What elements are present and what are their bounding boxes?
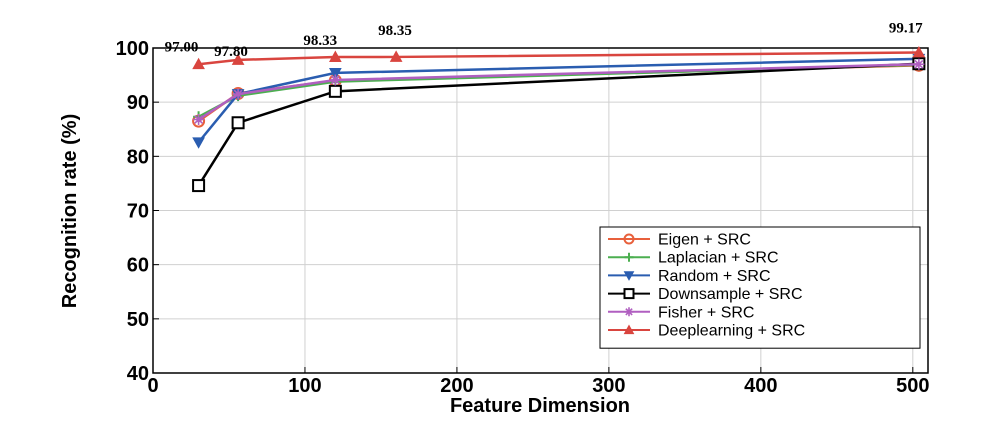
series-line (197, 62, 919, 187)
data-point (192, 57, 205, 70)
legend-label: Fisher + SRC (658, 304, 754, 321)
data-point (623, 288, 635, 300)
legend-label: Deeplearning + SRC (658, 323, 805, 340)
data-point (623, 271, 635, 281)
data-label: 98.33 (303, 33, 337, 49)
data-point (329, 74, 341, 86)
series-group (193, 58, 925, 125)
legend-entry: Random + SRC (608, 268, 771, 285)
x-tick-label: 100 (288, 375, 321, 397)
y-tick-label: 80 (127, 146, 149, 168)
data-point (193, 114, 205, 125)
data-point (913, 58, 925, 70)
data-label: 99.17 (889, 20, 923, 36)
x-tick-label: 400 (744, 375, 777, 397)
data-point (231, 116, 245, 130)
legend-entry: Deeplearning + SRC (608, 323, 805, 340)
data-point (232, 88, 244, 100)
legend-label: Eigen + SRC (658, 232, 751, 249)
data-point (624, 252, 634, 262)
data-point (623, 324, 635, 335)
legend-label: Laplacian + SRC (658, 250, 779, 267)
series-line (197, 63, 919, 121)
x-tick-label: 200 (440, 375, 473, 397)
data-label: 98.35 (378, 23, 412, 39)
x-tick-label: 500 (896, 375, 929, 397)
data-label: 97.80 (214, 44, 248, 60)
x-axis-title: Feature Dimension (450, 395, 630, 417)
data-point (623, 233, 635, 245)
series-group (192, 57, 926, 193)
x-tick-label: 300 (592, 375, 625, 397)
data-point (912, 45, 926, 58)
data-point (328, 84, 342, 98)
data-point (389, 50, 403, 62)
y-tick-label: 40 (127, 363, 149, 385)
y-tick-label: 100 (116, 38, 149, 60)
data-label: 97.00 (165, 39, 199, 55)
legend-entry: Laplacian + SRC (608, 250, 779, 267)
y-tick-label: 60 (127, 255, 149, 277)
series-group (192, 45, 926, 70)
data-point (231, 53, 245, 65)
data-point (192, 137, 205, 149)
data-point (329, 68, 342, 80)
legend-entry: Downsample + SRC (608, 286, 803, 303)
y-tick-label: 70 (127, 201, 149, 223)
x-tick-label: 0 (147, 375, 158, 397)
legend-entry: Fisher + SRC (608, 304, 754, 321)
series-line (197, 57, 919, 144)
axis-ticks: 0 100 200 300 400 500 40 50 60 70 80 90 100 (116, 38, 930, 397)
series-layer (192, 45, 926, 193)
data-point (192, 179, 206, 193)
legend-box (599, 226, 921, 349)
series-line (197, 63, 919, 118)
legend-label: Random + SRC (658, 268, 771, 285)
legend-label: Downsample + SRC (658, 286, 803, 303)
legend-entry: Eigen + SRC (608, 232, 751, 249)
y-tick-label: 90 (127, 92, 149, 114)
data-point (329, 50, 342, 62)
data-point (624, 307, 634, 317)
annotations: 97.00 97.80 98.33 98.35 99.17 (165, 20, 924, 59)
y-tick-label: 50 (127, 309, 149, 331)
y-axis-title: Recognition rate (%) (59, 114, 81, 308)
